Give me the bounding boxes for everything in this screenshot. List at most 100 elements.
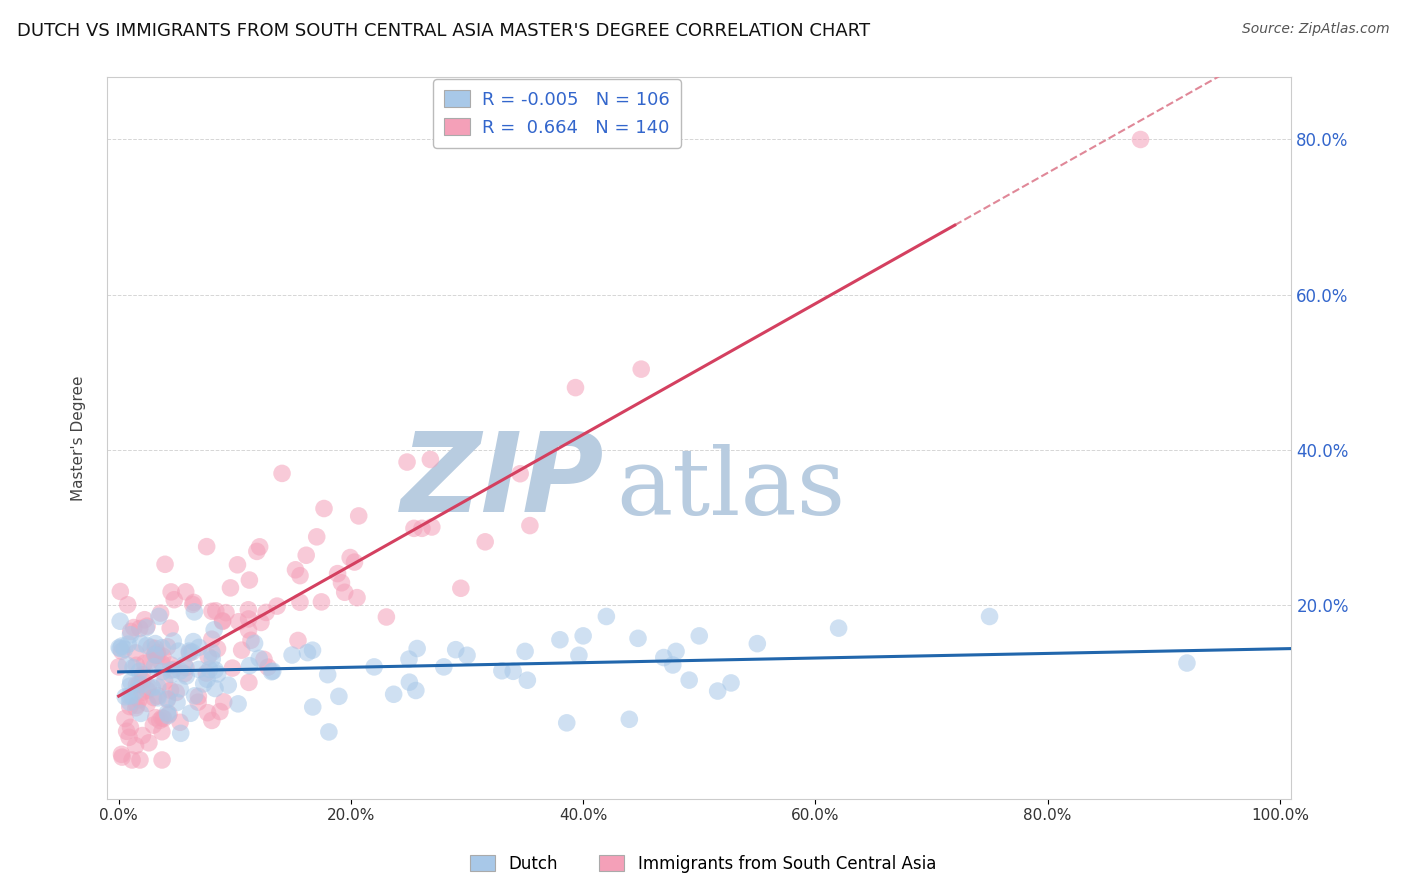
Point (375, 610, 398, 624)
Point (120, 674, 142, 689)
Point (163, 592, 186, 607)
Point (652, 650, 675, 665)
Point (125, 678, 148, 692)
Point (139, 653, 162, 667)
Point (201, 604, 224, 618)
Point (118, 731, 141, 745)
Point (207, 641, 229, 656)
Point (187, 640, 209, 655)
Point (125, 701, 148, 715)
Point (128, 693, 150, 707)
Point (339, 550, 361, 565)
Point (247, 651, 270, 665)
Point (156, 692, 179, 706)
Point (124, 739, 146, 753)
Point (405, 683, 427, 698)
Point (262, 664, 284, 678)
Point (131, 677, 153, 691)
Point (141, 681, 163, 695)
Point (201, 652, 224, 666)
Point (328, 690, 350, 704)
Point (148, 609, 170, 624)
Point (295, 548, 318, 562)
Point (254, 606, 277, 620)
Point (333, 585, 356, 599)
Point (195, 540, 218, 554)
Point (125, 658, 148, 673)
Point (516, 673, 538, 688)
Point (456, 648, 478, 663)
Point (491, 664, 513, 678)
Point (509, 467, 531, 481)
Point (568, 648, 591, 663)
Point (207, 666, 229, 681)
Point (665, 644, 688, 658)
Point (152, 665, 174, 679)
Point (420, 520, 443, 534)
Point (117, 598, 139, 612)
Point (169, 681, 191, 696)
Point (226, 558, 249, 572)
Point (688, 629, 710, 643)
Point (330, 575, 353, 590)
Point (169, 715, 191, 730)
Point (1129, 132, 1152, 146)
Point (249, 540, 271, 554)
Point (238, 573, 260, 587)
Point (142, 690, 165, 705)
Point (238, 675, 260, 690)
Point (174, 661, 197, 675)
Point (197, 706, 219, 720)
Point (129, 636, 152, 650)
Point (228, 615, 250, 629)
Point (157, 708, 180, 723)
Point (572, 629, 595, 643)
Point (146, 646, 169, 660)
Point (343, 555, 366, 569)
Point (450, 581, 472, 595)
Point (217, 678, 239, 692)
Point (153, 558, 176, 572)
Point (564, 381, 586, 395)
Point (201, 632, 224, 647)
Point (419, 452, 441, 467)
Point (157, 706, 180, 721)
Point (979, 609, 1001, 624)
Point (143, 637, 166, 651)
Text: DUTCH VS IMMIGRANTS FROM SOUTH CENTRAL ASIA MASTER'S DEGREE CORRELATION CHART: DUTCH VS IMMIGRANTS FROM SOUTH CENTRAL A… (17, 22, 870, 40)
Point (138, 736, 160, 750)
Point (128, 677, 150, 691)
Point (1175, 656, 1198, 670)
Point (281, 648, 304, 662)
Point (204, 604, 226, 618)
Point (142, 718, 165, 732)
Point (136, 680, 159, 694)
Point (240, 633, 263, 648)
Point (129, 753, 152, 767)
Point (398, 652, 420, 666)
Point (301, 700, 323, 714)
Point (146, 689, 169, 703)
Point (136, 619, 159, 633)
Point (117, 637, 139, 651)
Point (326, 566, 349, 581)
Point (110, 747, 132, 762)
Point (120, 624, 142, 639)
Point (122, 621, 145, 635)
Point (208, 705, 231, 719)
Point (266, 599, 288, 613)
Point (253, 652, 276, 666)
Point (630, 362, 652, 376)
Point (513, 644, 536, 658)
Point (287, 633, 309, 648)
Point (347, 508, 370, 523)
Point (183, 634, 205, 648)
Point (519, 518, 541, 533)
Point (107, 660, 129, 674)
Point (131, 729, 153, 743)
Point (115, 724, 138, 739)
Point (231, 643, 253, 657)
Point (121, 753, 143, 767)
Point (246, 544, 269, 558)
Point (720, 676, 742, 690)
